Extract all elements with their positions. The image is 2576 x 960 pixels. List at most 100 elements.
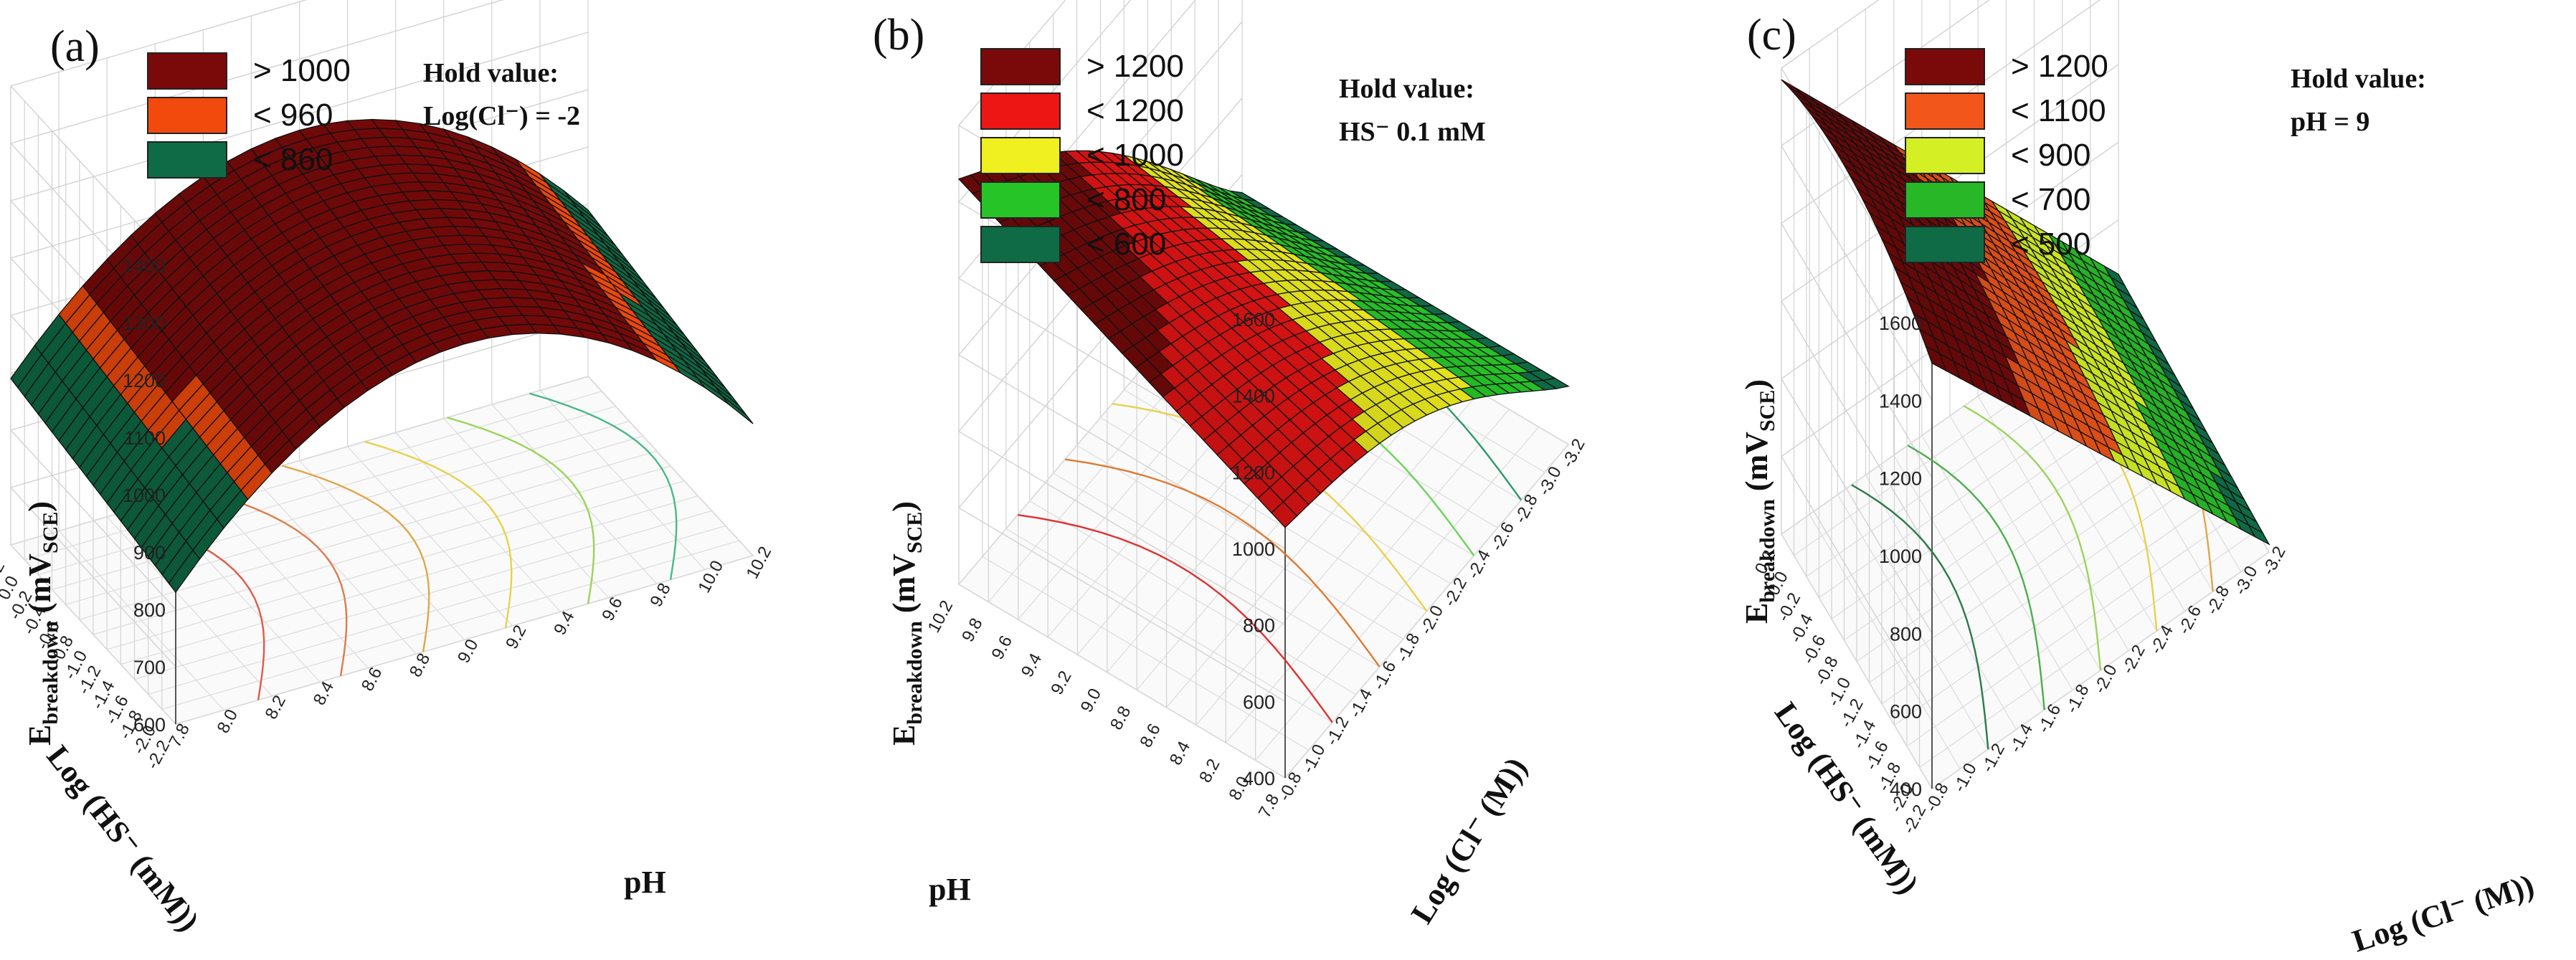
z-axis-label-b: Ebreakdown (mVSCE)	[886, 501, 927, 746]
hold-value-b: Hold value: HS⁻ 0.1 mM	[1339, 67, 1486, 153]
z-tick-label: 700	[133, 657, 166, 678]
legend-label: < 860	[253, 142, 333, 177]
z-tick-label: 1400	[1232, 386, 1275, 407]
floor-contour-line	[364, 440, 513, 628]
panel-label-c: (c)	[1747, 11, 1796, 60]
legend-item: > 1000	[147, 49, 351, 93]
floor-gridline	[1881, 467, 2220, 705]
floor-contour-line	[1907, 445, 2045, 711]
hold-value: HS⁻ 0.1 mM	[1339, 117, 1486, 147]
legend-swatch	[1905, 137, 1985, 174]
floor-contour-line	[1851, 484, 1989, 750]
z-tick-label: 1000	[123, 485, 166, 506]
left-axis-tick-label: 9.8	[958, 615, 987, 645]
floor-contour-line	[529, 392, 678, 580]
legend-label: < 900	[2011, 138, 2091, 173]
legend-item: < 600	[980, 222, 1184, 267]
floor-gridline	[65, 435, 643, 605]
legend-a: > 1000 < 960 < 860	[147, 49, 351, 182]
floor-gridline	[1195, 391, 1480, 726]
legend-label: < 1200	[1086, 93, 1184, 128]
legend-label: < 1100	[2011, 93, 2106, 128]
floor-gridline	[175, 555, 754, 725]
legend-item: < 960	[147, 93, 351, 138]
legend-swatch	[1905, 181, 1985, 219]
z-label-main: E	[22, 724, 57, 746]
left-axis-tick-label: 9.4	[1018, 650, 1046, 680]
z-label-main: E	[886, 724, 922, 746]
hold-value-c: Hold value: pH = 9	[2291, 57, 2426, 143]
hold-title: Hold value:	[423, 58, 559, 88]
left-axis-tick-label: 8.4	[1166, 738, 1195, 769]
surface-cell	[1541, 377, 1570, 389]
legend-swatch	[980, 92, 1061, 130]
floor-gridline	[148, 525, 726, 695]
panel-c: 1600 1400 1200 1000 800 600 400 -0.8 -1.0 -1.2 -1.…	[1717, 0, 2575, 959]
legend-item: < 1000	[980, 133, 1184, 178]
z-axis-label-c: Ebreakdown (mVSCE)	[1738, 379, 1780, 624]
z-label-sub: breakdown	[38, 621, 62, 725]
floor-gridline	[1869, 445, 2207, 683]
z-tick-label: 1200	[1232, 462, 1275, 483]
floor-gridline	[38, 406, 616, 576]
panel-b: 1600 1400 1200 1000 800 600 400 -0.8 -1.0 -1.2 -1.…	[858, 0, 1717, 946]
left-axis-tick-label: 10.2	[924, 597, 957, 636]
z-label-unit-sub: SCE	[1755, 389, 1779, 432]
z-tick-label: 600	[133, 714, 166, 736]
panel-label-a: (a)	[50, 22, 100, 71]
floor-contour-line	[1963, 405, 2102, 671]
hold-value: pH = 9	[2291, 107, 2370, 137]
floor-gridline	[1919, 530, 2257, 768]
z-axis-label-a: Ebreakdown (mVSCE)	[22, 501, 63, 746]
legend-label: > 1000	[253, 53, 351, 88]
legend-label: < 800	[1086, 182, 1167, 217]
legend-item: < 500	[1905, 222, 2108, 267]
legend-item: < 900	[1905, 133, 2108, 178]
floor-contour-line	[199, 488, 348, 677]
legend-item: < 800	[980, 178, 1184, 222]
z-label-main: E	[1739, 602, 1774, 624]
floor-gridline	[52, 420, 630, 591]
left-axis-tick-label: 8.8	[1107, 703, 1135, 733]
left-axis-tick-label: 9.2	[1047, 667, 1076, 698]
left-axis-tick-label: 8.6	[1136, 721, 1165, 751]
z-label-close: )	[22, 501, 57, 512]
floor-gridline	[1906, 509, 2245, 747]
floor-gridline	[1053, 472, 1380, 667]
floor-gridline	[93, 465, 671, 635]
floor-gridline	[1166, 374, 1451, 708]
legend-label: < 600	[1086, 227, 1167, 262]
z-tick-label: 1000	[1879, 546, 1922, 567]
z-label-close: )	[886, 501, 922, 512]
z-label-unit: (mV	[886, 553, 922, 614]
z-label-unit-sub: SCE	[38, 511, 62, 554]
legend-swatch	[980, 226, 1061, 263]
legend-item: < 860	[147, 138, 351, 182]
floor-gridline	[1255, 427, 1540, 761]
z-tick-label: 400	[1243, 768, 1275, 789]
z-label-unit: (mV	[1739, 432, 1774, 492]
legend-swatch	[980, 181, 1061, 219]
legend-swatch	[1905, 226, 1985, 263]
floor-gridline	[1029, 500, 1357, 695]
z-tick-label: 1300	[123, 313, 166, 334]
surface-cell	[721, 395, 754, 424]
legend-item: > 1200	[1905, 44, 2108, 89]
legend-item: < 1200	[980, 89, 1184, 133]
floor-gridline	[161, 540, 740, 710]
legend-swatch	[980, 48, 1061, 85]
z-tick-label: 800	[1243, 615, 1275, 637]
z-tick-label: 1400	[123, 255, 166, 277]
legend-swatch	[147, 97, 227, 134]
right-axis-label-a: pH	[624, 865, 666, 900]
z-tick-label: 600	[1890, 701, 1922, 723]
legend-label: > 1200	[2011, 49, 2108, 84]
floor-gridline	[1100, 417, 1427, 612]
z-tick-label: 1200	[1879, 468, 1922, 490]
legend-b: > 1200 < 1200 < 1000 < 800 < 600	[980, 44, 1184, 267]
legend-swatch	[1905, 48, 1985, 85]
legend-label: < 1000	[1086, 138, 1184, 173]
floor-contour-line	[1064, 458, 1381, 667]
